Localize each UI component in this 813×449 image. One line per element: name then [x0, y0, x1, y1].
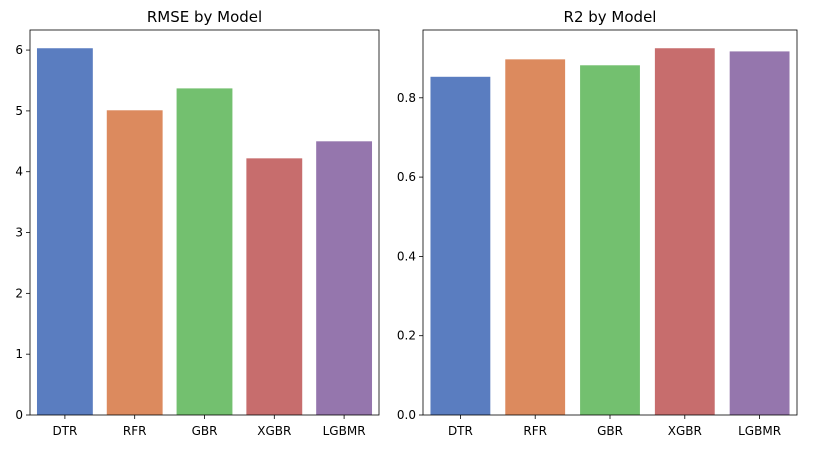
rmse-bar-dtr	[36, 48, 93, 415]
rmse-y-tick-label: 1	[15, 347, 23, 361]
r2-x-tick-label: LGBMR	[738, 424, 781, 438]
rmse-x-tick-label: RFR	[123, 424, 147, 438]
r2-x-tick-label: DTR	[448, 424, 473, 438]
r2-y-tick-label: 0.8	[397, 91, 416, 105]
r2-y-tick-label: 0.2	[397, 329, 416, 343]
rmse-bar-rfr	[106, 110, 163, 415]
rmse-chart-title: RMSE by Model	[147, 8, 262, 26]
rmse-bar-lgbmr	[316, 141, 373, 415]
rmse-y-tick-label: 0	[15, 408, 23, 422]
r2-y-tick-label: 0.4	[397, 249, 416, 263]
rmse-y-tick-label: 3	[15, 226, 23, 240]
rmse-x-tick-label: DTR	[52, 424, 77, 438]
r2-chart-panel: R2 by Model 0.0 0.2 0.4 0.6 0.8 DTR RFR GBR XGBR…	[397, 8, 798, 438]
r2-bar-xgbr	[654, 48, 715, 416]
rmse-y-tick-label: 6	[15, 43, 23, 57]
rmse-x-tick-label: LGBMR	[323, 424, 366, 438]
rmse-y-tick-label: 2	[15, 286, 23, 300]
r2-bar-lgbmr	[729, 51, 790, 415]
r2-chart-title: R2 by Model	[564, 8, 657, 26]
r2-y-tick-label: 0.6	[397, 170, 416, 184]
rmse-bar-gbr	[176, 88, 233, 416]
r2-x-tick-label: RFR	[523, 424, 547, 438]
rmse-y-tick-label: 4	[15, 165, 23, 179]
r2-bar-rfr	[505, 59, 566, 416]
r2-bar-gbr	[580, 65, 640, 415]
r2-x-tick-label: GBR	[597, 424, 623, 438]
r2-y-tick-label: 0.0	[397, 408, 416, 422]
rmse-x-tick-label: XGBR	[257, 424, 291, 438]
rmse-y-tick-label: 5	[15, 104, 23, 118]
rmse-x-tick-label: GBR	[192, 424, 218, 438]
r2-x-tick-label: XGBR	[668, 424, 702, 438]
rmse-chart-panel: RMSE by Model 0 1 2 3 4 5 6 DTR RFR GBR XGBR LGBMR	[15, 8, 380, 438]
rmse-bar-xgbr	[246, 158, 303, 416]
r2-bar-dtr	[430, 76, 491, 416]
